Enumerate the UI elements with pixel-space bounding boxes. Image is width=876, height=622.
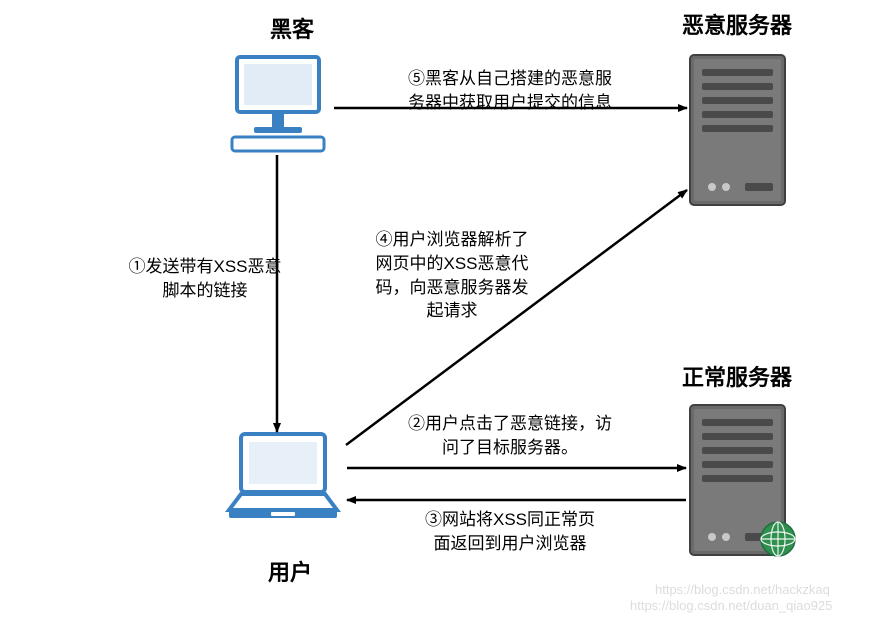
hacker-label: 黑客 — [270, 12, 314, 44]
watermark-1: https://blog.csdn.net/hackzkaq — [655, 582, 830, 597]
watermark-2: https://blog.csdn.net/duan_qiao925 — [630, 598, 832, 613]
normal-server-label: 正常服务器 — [682, 360, 792, 392]
edge5-label: ⑤黑客从自己搭建的恶意服 务器中获取用户提交的信息 — [385, 67, 635, 115]
server-web-icon — [690, 405, 795, 556]
user-label: 用户 — [268, 555, 312, 587]
edge4-label: ④用户浏览器解析了 网页中的XSS恶意代 码，向恶意服务器发 起请求 — [362, 228, 542, 323]
desktop-computer-icon — [232, 57, 324, 151]
diagram-canvas: 黑客 用户 恶意服务器 正常服务器 ①发送带有XSS恶意 脚本的链接 ②用户点击… — [0, 0, 876, 622]
edge1-label: ①发送带有XSS恶意 脚本的链接 — [120, 255, 290, 303]
globe-icon — [761, 522, 795, 556]
malicious-server-label: 恶意服务器 — [682, 8, 792, 40]
edge3-label: ③网站将XSS同正常页 面返回到用户浏览器 — [410, 508, 610, 556]
server-icon — [690, 55, 785, 205]
laptop-icon — [229, 434, 337, 518]
edge2-label: ②用户点击了恶意链接，访 问了目标服务器。 — [390, 412, 630, 460]
